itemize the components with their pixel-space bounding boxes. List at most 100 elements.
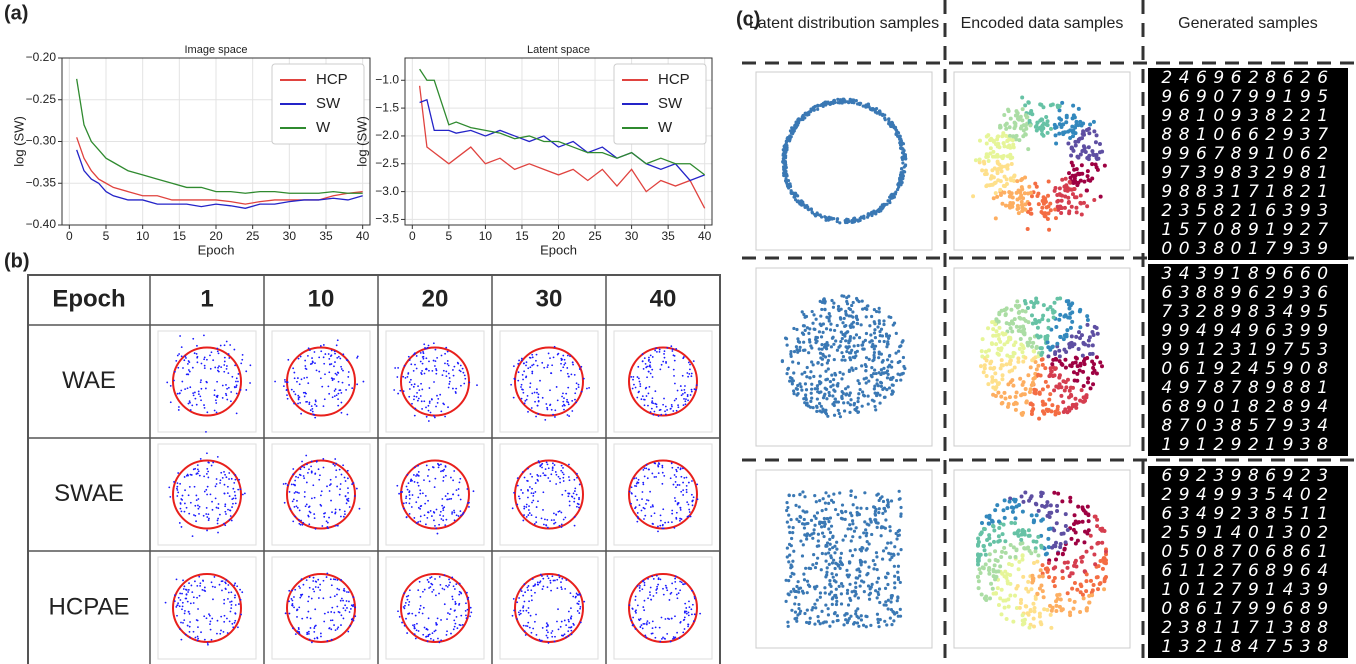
x-tick-label: 35 xyxy=(661,229,675,243)
sample-dot xyxy=(180,502,182,504)
latent-dot xyxy=(875,555,878,558)
sample-dot xyxy=(180,639,182,641)
latent-dot xyxy=(868,358,871,361)
latent-dot xyxy=(797,607,800,610)
latent-dot xyxy=(853,408,856,411)
sample-dot xyxy=(671,521,673,523)
sample-dot xyxy=(443,370,445,372)
sample-dot xyxy=(189,631,191,633)
latent-dot xyxy=(819,352,822,355)
sample-dot xyxy=(206,507,208,509)
sample-dot xyxy=(418,485,420,487)
sample-dot xyxy=(333,378,335,380)
sample-dot xyxy=(206,617,208,619)
encoded-dot xyxy=(1066,591,1070,595)
latent-dot xyxy=(786,344,789,347)
encoded-dot xyxy=(1019,337,1023,341)
latent-dot xyxy=(798,341,801,344)
encoded-dot xyxy=(998,188,1002,192)
encoded-dot xyxy=(1034,297,1038,301)
sample-dot xyxy=(644,584,646,586)
encoded-dot xyxy=(1033,606,1037,610)
latent-dot xyxy=(823,301,826,304)
sample-dot xyxy=(429,480,431,482)
sample-dot xyxy=(334,595,336,597)
encoded-dot xyxy=(1073,600,1077,604)
sample-dot xyxy=(536,634,538,636)
sample-dot xyxy=(417,496,419,498)
encoded-dot xyxy=(1064,540,1068,544)
sample-dot xyxy=(405,602,407,604)
latent-dot xyxy=(899,515,902,518)
sample-dot xyxy=(537,413,539,415)
sample-dot xyxy=(560,358,562,360)
sample-dot xyxy=(675,588,677,590)
sample-dot xyxy=(407,372,409,374)
sample-dot xyxy=(306,504,308,506)
sample-dot xyxy=(659,641,661,643)
latent-dot xyxy=(868,340,871,343)
latent-dot xyxy=(882,319,885,322)
sample-dot xyxy=(199,595,201,597)
sample-dot xyxy=(200,381,202,383)
sample-dot xyxy=(433,415,435,417)
encoded-dot xyxy=(993,322,997,326)
sample-dot xyxy=(408,356,410,358)
sample-dot xyxy=(650,411,652,413)
encoded-dot xyxy=(1095,157,1099,161)
sample-dot xyxy=(176,615,178,617)
encoded-dot xyxy=(983,366,987,370)
sample-dot xyxy=(223,371,225,373)
sample-dot xyxy=(196,404,198,406)
encoded-dot xyxy=(993,508,997,512)
sample-dot xyxy=(331,607,333,609)
latent-dot xyxy=(833,358,836,361)
encoded-dot xyxy=(1058,382,1062,386)
sample-dot xyxy=(681,394,683,396)
sample-dot xyxy=(187,601,189,603)
sample-dot xyxy=(451,596,453,598)
encoded-dot xyxy=(1021,554,1025,558)
encoded-dot xyxy=(1020,203,1024,207)
latent-dot xyxy=(877,356,880,359)
sample-dot xyxy=(337,525,339,527)
sample-dot xyxy=(293,403,295,405)
encoded-dot xyxy=(1060,363,1064,367)
latent-dot xyxy=(862,624,865,627)
sample-dot xyxy=(680,468,682,470)
encoded-dot xyxy=(981,337,985,341)
encoded-dot xyxy=(1017,316,1021,320)
sample-dot xyxy=(451,576,453,578)
sample-dot xyxy=(633,478,635,480)
sample-dot xyxy=(326,572,328,574)
encoded-dot xyxy=(1013,122,1017,126)
sample-dot xyxy=(418,389,420,391)
sample-dot xyxy=(559,510,561,512)
sample-dot xyxy=(542,509,544,511)
sample-dot xyxy=(688,509,690,511)
sample-dot xyxy=(564,362,566,364)
sample-dot xyxy=(416,522,418,524)
sample-dot xyxy=(662,637,664,639)
sample-dot xyxy=(576,506,578,508)
latent-dot xyxy=(801,310,804,313)
sample-dot xyxy=(182,579,184,581)
sample-dot xyxy=(178,406,180,408)
latent-dot xyxy=(788,139,791,142)
latent-dot xyxy=(818,402,821,405)
sample-dot xyxy=(274,381,276,383)
sample-dot xyxy=(641,588,643,590)
sample-dot xyxy=(561,396,563,398)
sample-dot xyxy=(305,455,307,457)
sample-dot xyxy=(429,400,431,402)
sample-dot xyxy=(222,477,224,479)
sample-dot xyxy=(565,490,567,492)
sample-dot xyxy=(462,624,464,626)
sample-dot xyxy=(631,492,633,494)
sample-dot xyxy=(343,588,345,590)
latent-dot xyxy=(836,98,839,101)
encoded-dot xyxy=(1099,195,1103,199)
sample-dot xyxy=(567,355,569,357)
panel-label: (a) xyxy=(4,2,28,24)
sample-dot xyxy=(685,398,687,400)
